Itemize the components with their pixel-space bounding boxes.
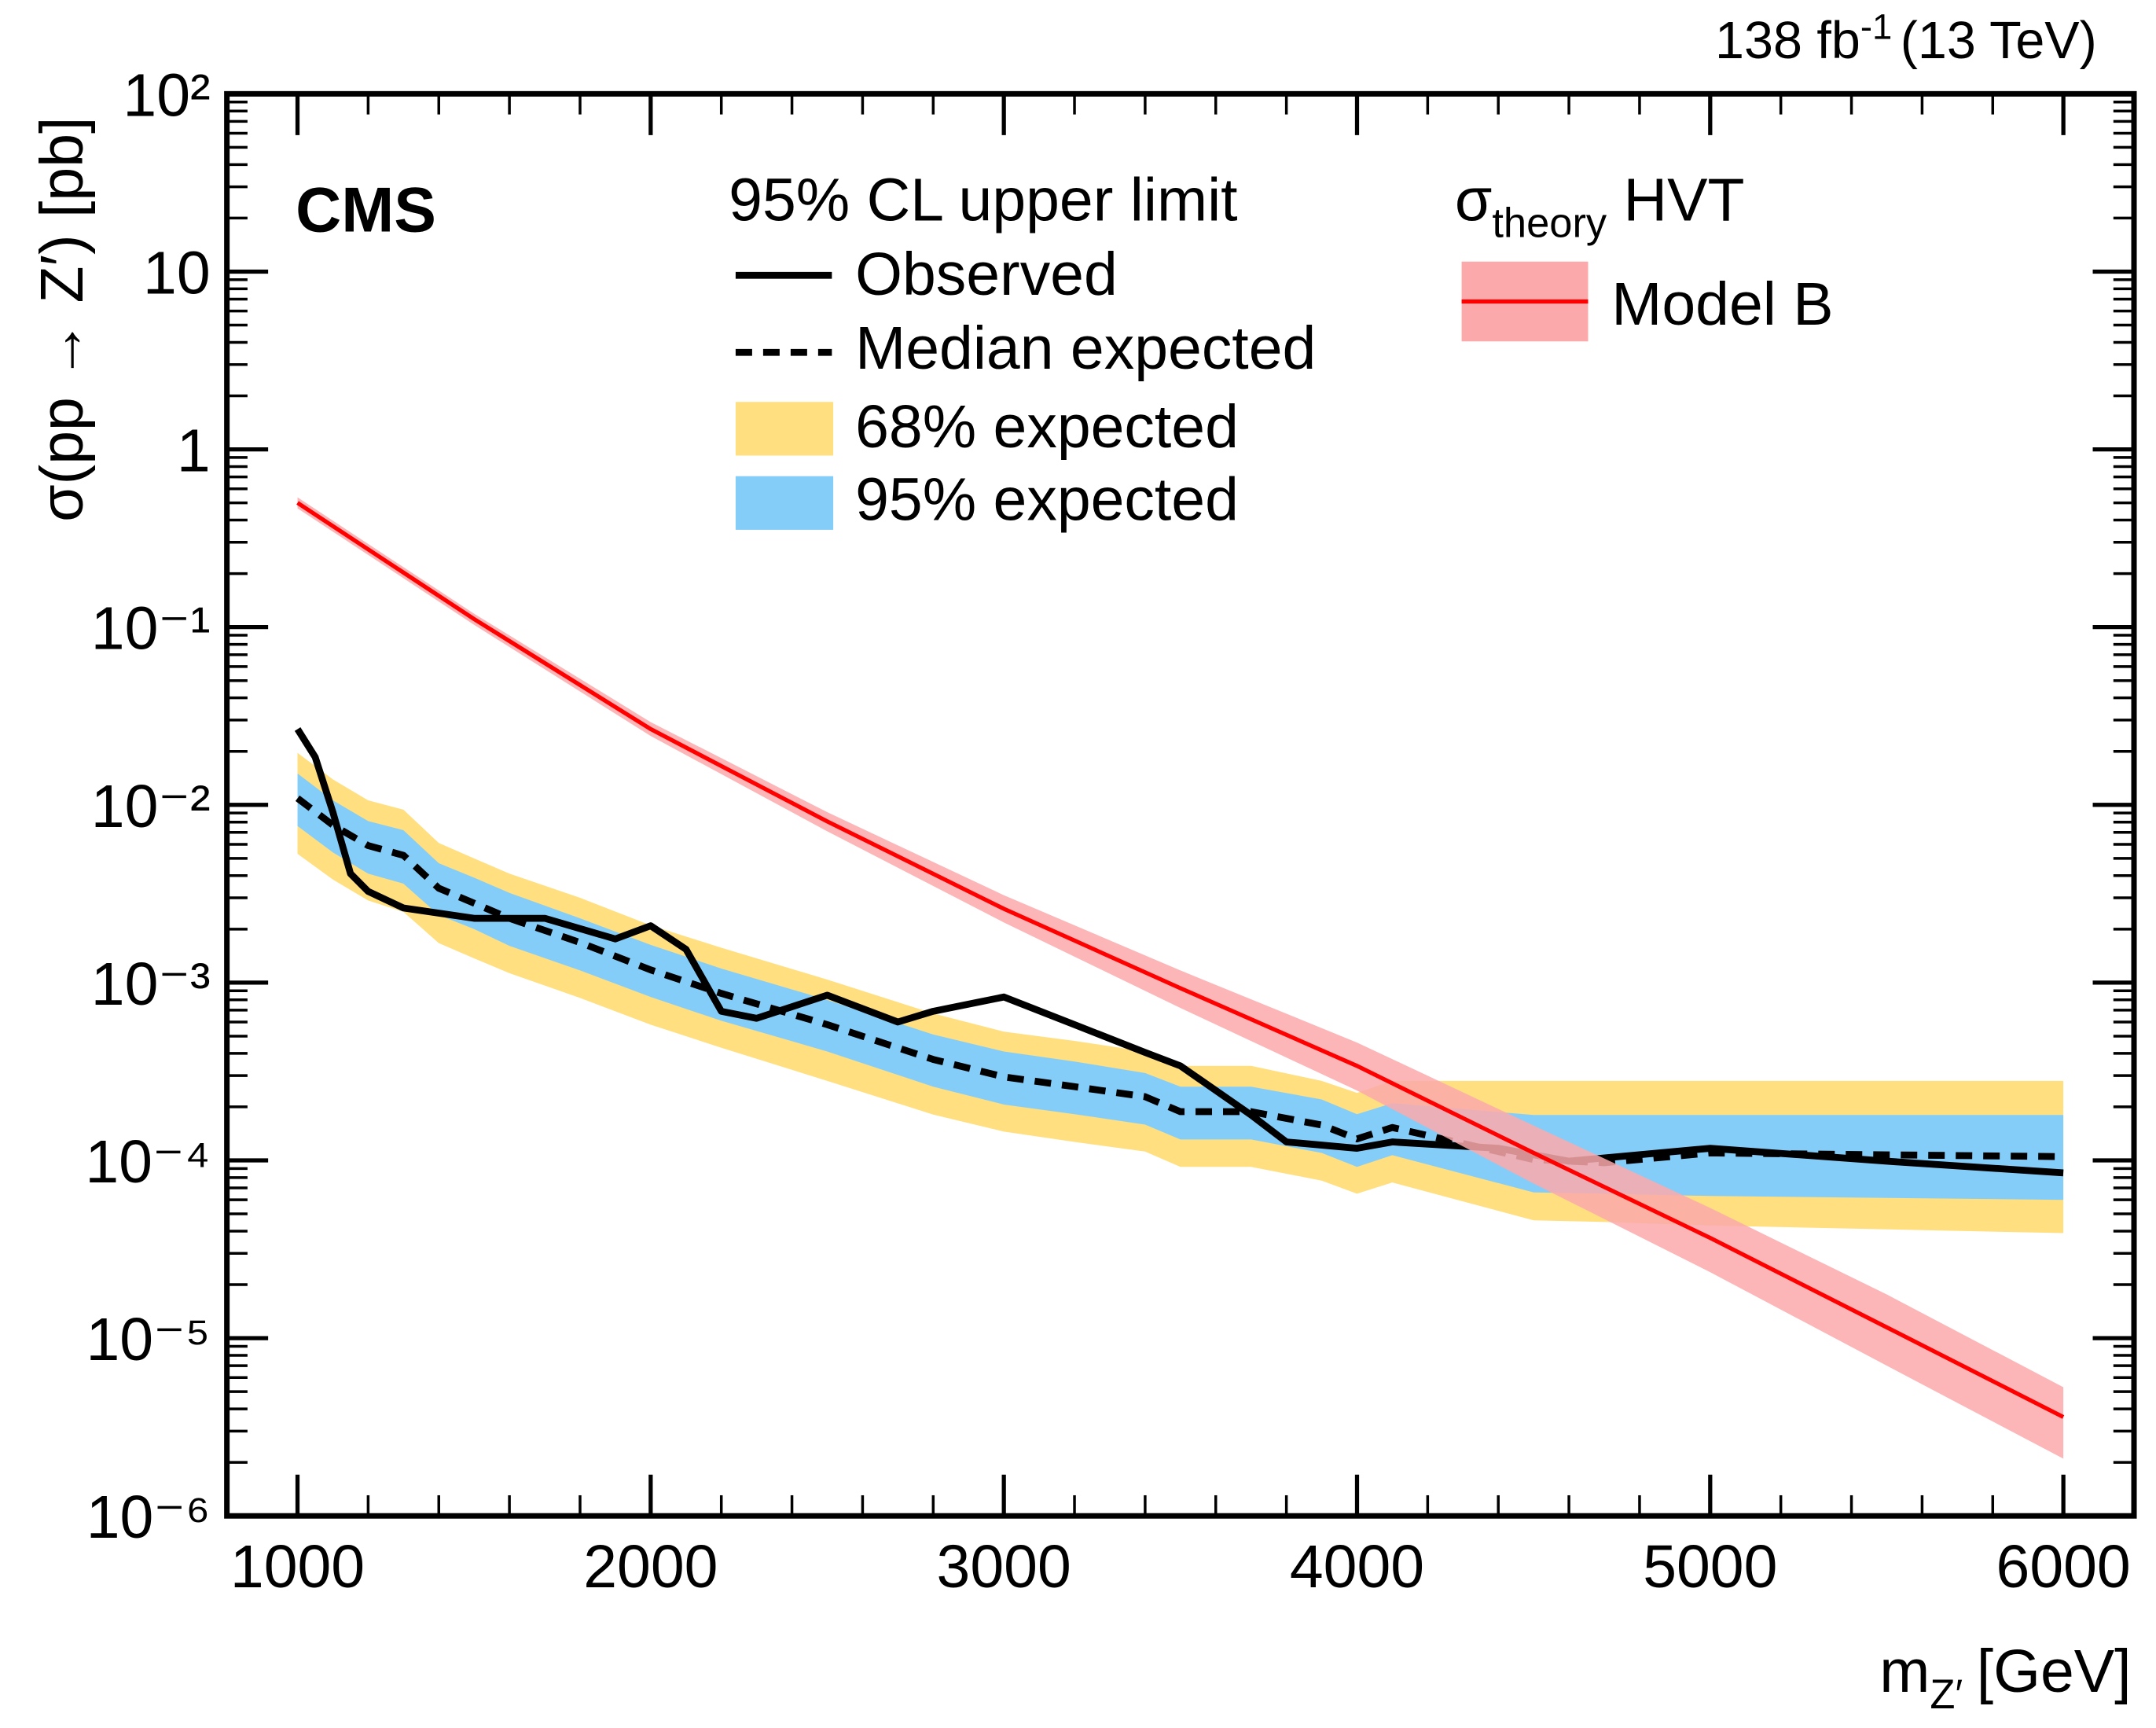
y-tick-label: 10⁻⁶: [86, 1484, 211, 1551]
plot-area: [294, 497, 2065, 1459]
legend-label: Model B: [1611, 270, 1833, 338]
y-tick-label: 10⁻⁵: [86, 1306, 210, 1373]
y-tick-label: 10⁻³: [91, 950, 211, 1018]
y-tick-label: 1: [177, 417, 211, 485]
y-axis-label: σ(pp → Z′) [pb]: [28, 117, 96, 522]
lumi-label: 138 fb-1 (13 TeV): [1715, 6, 2097, 69]
theory-sigma: σ: [1455, 166, 1493, 233]
x-label-sub: Z′: [1930, 1671, 1963, 1718]
lumi-text: 138 fb: [1715, 12, 1860, 70]
lumi-energy: (13 TeV): [1901, 12, 2097, 70]
legend-key: [735, 476, 834, 530]
experiment-label: CMS: [296, 175, 436, 245]
x-tick-label: 3000: [937, 1533, 1071, 1601]
legend-title: 95% CL upper limit: [729, 166, 1237, 233]
x-label-unit: [GeV]: [1977, 1638, 2132, 1705]
y-tick-label: 10⁻²: [91, 773, 211, 840]
x-label-main: m: [1879, 1638, 1930, 1705]
x-tick-label: 2000: [583, 1533, 718, 1601]
expected-band: [297, 752, 2064, 1233]
x-tick-label: 1000: [230, 1533, 365, 1601]
observed-line: [294, 727, 2064, 1177]
theory-line: [296, 501, 2065, 1419]
x-tick-label: 5000: [1643, 1533, 1777, 1601]
theory-sub: theory: [1492, 200, 1607, 246]
theory-band: [297, 497, 2064, 1459]
lumi-sup: -1: [1860, 6, 1892, 46]
x-tick-label: 4000: [1290, 1533, 1424, 1601]
legend-label: 95% expected: [855, 466, 1239, 534]
x-axis-label: mZ′ [GeV]: [1879, 1638, 2131, 1718]
theory-rest: HVT: [1607, 166, 1744, 233]
y-tick-label: 10²: [123, 61, 210, 129]
legend-label: 68% expected: [855, 393, 1239, 461]
legend-key: [735, 402, 834, 456]
x-tick-label: 6000: [1996, 1533, 2131, 1601]
theory-title: σtheory HVT: [1455, 166, 1745, 246]
expected-line: [295, 795, 2064, 1167]
y-tick-label: 10: [143, 239, 211, 307]
legend: 95% CL upper limit Observed Median expec…: [729, 166, 1833, 533]
y-tick-label: 10⁻⁴: [85, 1128, 210, 1196]
legend-label: Median expected: [855, 314, 1316, 382]
y-tick-label: 10⁻¹: [91, 595, 211, 663]
legend-label: Observed: [855, 241, 1118, 308]
